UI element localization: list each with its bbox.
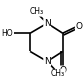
Text: N: N — [44, 57, 51, 66]
Text: N: N — [44, 19, 51, 28]
Text: CH₃: CH₃ — [51, 69, 65, 78]
Text: O: O — [59, 66, 66, 75]
Text: HO: HO — [1, 29, 13, 38]
Text: CH₃: CH₃ — [29, 7, 43, 16]
Text: O: O — [75, 22, 83, 31]
